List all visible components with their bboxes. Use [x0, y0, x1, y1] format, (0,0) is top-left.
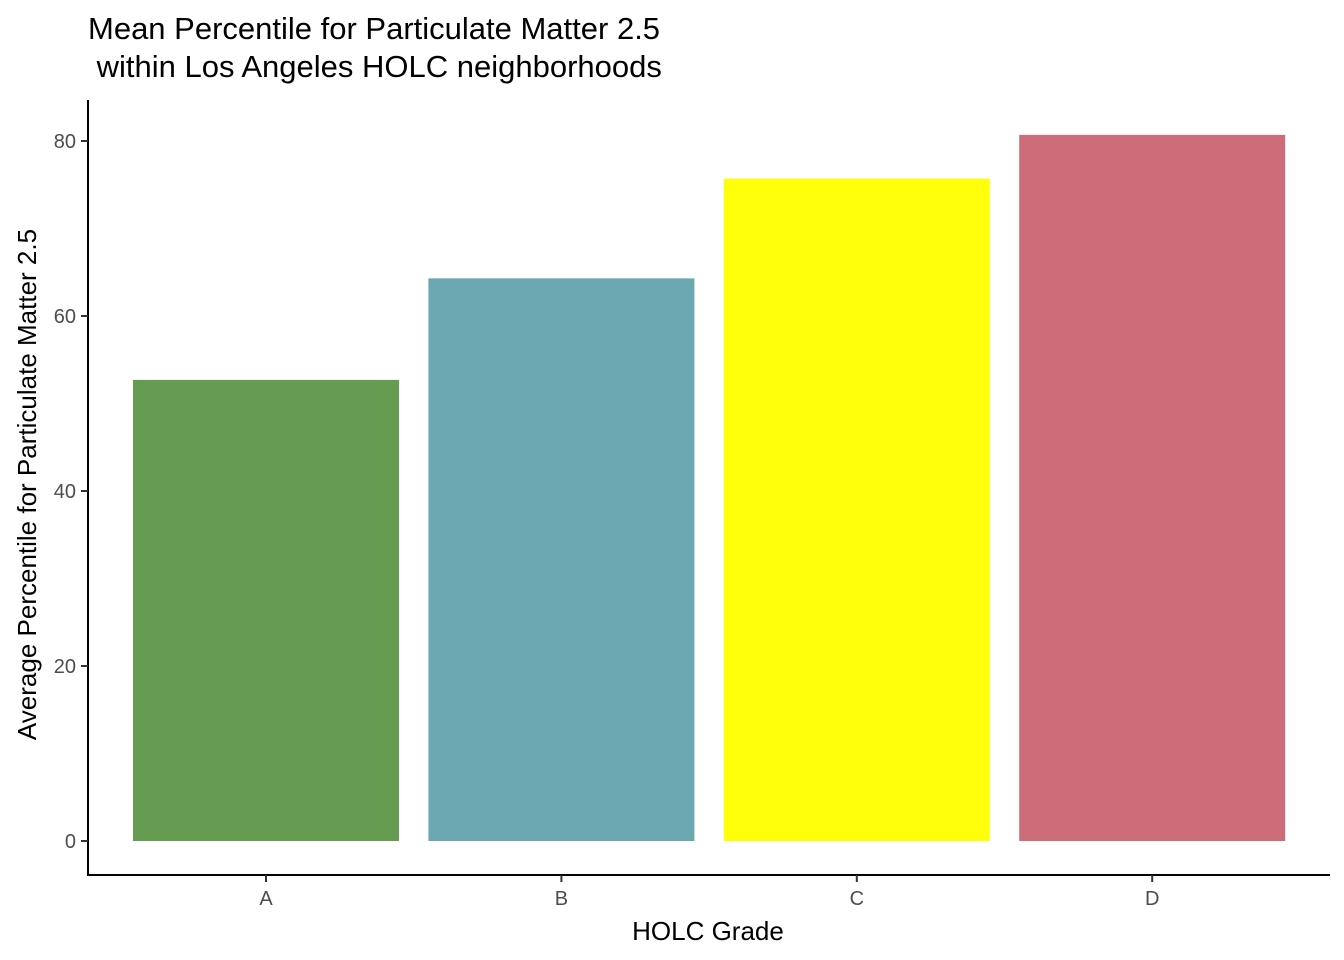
bar-b — [428, 278, 695, 841]
x-axis-ticks: A B C D — [259, 875, 1159, 910]
chart-title-line-1: Mean Percentile for Particulate Matter 2… — [88, 11, 661, 46]
x-tick-label: C — [850, 888, 864, 910]
bar-a — [133, 379, 399, 841]
y-tick-label: 60 — [54, 306, 76, 328]
x-axis-title: HOLC Grade — [632, 916, 784, 946]
bar-d — [1019, 134, 1286, 841]
y-tick-label: 0 — [65, 831, 76, 853]
x-tick-label: D — [1145, 888, 1159, 910]
chart-title: Mean Percentile for Particulate Matter 2… — [88, 10, 662, 86]
x-tick-label: B — [555, 888, 568, 910]
x-tick-label: A — [259, 888, 273, 910]
y-tick-label: 20 — [54, 656, 76, 678]
y-axis-ticks: 0 20 40 60 80 — [54, 131, 88, 853]
y-axis-title: Average Percentile for Particulate Matte… — [12, 229, 42, 740]
chart-title-line-2: within Los Angeles HOLC neighborhoods — [88, 49, 662, 84]
bar-c — [723, 178, 990, 841]
bars-layer — [133, 134, 1286, 841]
y-tick-label: 40 — [54, 481, 76, 503]
y-tick-label: 80 — [54, 131, 76, 153]
